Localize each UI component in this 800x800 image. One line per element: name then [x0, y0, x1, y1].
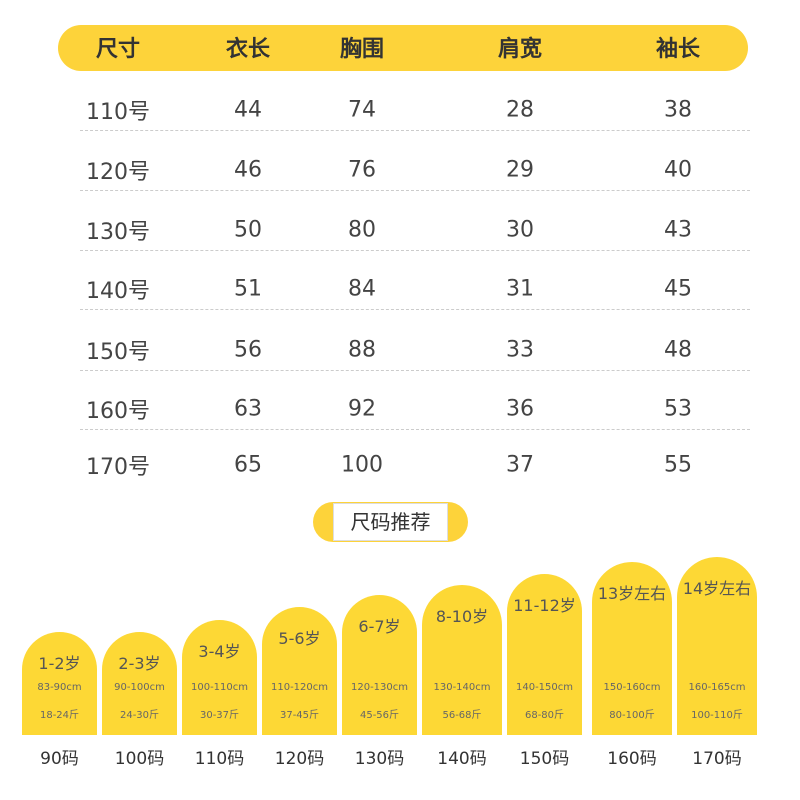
table-cell: 130号: [86, 220, 150, 245]
row-divider: [80, 309, 750, 310]
table-cell: 51: [234, 276, 262, 302]
card-height: 120-130cm: [350, 682, 409, 693]
size-card: 13岁左右 150-160cm 80-100斤: [592, 562, 672, 735]
card-weight: 45-56斤: [359, 710, 400, 721]
table-cell: 170号: [86, 455, 150, 480]
card-age: 11-12岁: [513, 596, 576, 615]
table-cell: 28: [506, 97, 534, 123]
table-cell: 48: [664, 337, 692, 363]
table-cell: 92: [348, 396, 376, 422]
table-cell: 63: [234, 396, 262, 422]
size-card: 5-6岁 110-120cm 37-45斤: [262, 607, 337, 735]
size-label: 170码: [692, 749, 742, 769]
table-cell: 45: [664, 276, 692, 302]
table-cell: 46: [234, 157, 262, 183]
card-age: 1-2岁: [38, 654, 81, 673]
card-height: 140-150cm: [515, 682, 574, 693]
table-cell: 44: [234, 97, 262, 123]
card-weight: 24-30斤: [119, 710, 160, 721]
card-weight: 30-37斤: [199, 710, 240, 721]
card-age: 8-10岁: [435, 607, 489, 626]
card-height: 160-165cm: [688, 682, 746, 693]
table-cell: 88: [348, 337, 376, 363]
table-cell: 30: [506, 217, 534, 243]
header-cell: 胸围: [339, 37, 385, 62]
table-cell: 65: [234, 452, 262, 478]
card-height: 83-90cm: [37, 682, 82, 693]
table-cell: 84: [348, 276, 376, 302]
card-height: 90-100cm: [114, 682, 165, 693]
table-cell: 33: [506, 337, 534, 363]
header-cell: 尺寸: [95, 37, 141, 62]
card-weight: 56-68斤: [442, 710, 482, 721]
table-cell: 150号: [86, 340, 150, 365]
table-cell: 43: [664, 217, 692, 243]
size-label: 110码: [194, 749, 245, 769]
size-card: 14岁左右 160-165cm 100-110斤: [677, 557, 757, 735]
card-height: 150-160cm: [603, 682, 661, 693]
size-label: 120码: [274, 749, 325, 769]
card-weight: 68-80斤: [524, 710, 565, 721]
table-cell: 40: [664, 157, 692, 183]
header-cell: 肩宽: [497, 37, 543, 62]
recommend-title: 尺码推荐: [333, 503, 448, 541]
table-cell: 55: [664, 452, 692, 478]
card-age: 14岁左右: [682, 579, 752, 598]
size-label: 160码: [607, 749, 657, 769]
card-weight: 100-110斤: [691, 710, 743, 721]
table-cell: 80: [348, 217, 376, 243]
card-age: 3-4岁: [198, 642, 241, 661]
card-weight: 80-100斤: [609, 710, 655, 721]
size-card: 8-10岁 130-140cm 56-68斤: [422, 585, 502, 735]
header-cell: 衣长: [225, 37, 271, 62]
table-cell: 120号: [86, 160, 150, 185]
header-bar: [58, 25, 748, 71]
table-cell: 74: [348, 97, 376, 123]
card-height: 110-120cm: [270, 682, 329, 693]
size-card: 11-12岁 140-150cm 68-80斤: [507, 574, 582, 735]
row-divider: [80, 250, 750, 251]
size-label: 130码: [354, 749, 405, 769]
card-weight: 37-45斤: [279, 710, 320, 721]
table-cell: 31: [506, 276, 534, 302]
table-cell: 76: [348, 157, 376, 183]
row-divider: [80, 130, 750, 131]
size-card: 2-3岁 90-100cm 24-30斤: [102, 632, 177, 735]
card-age: 2-3岁: [118, 654, 161, 673]
table-cell: 56: [234, 337, 262, 363]
table-cell: 53: [664, 396, 692, 422]
card-height: 100-110cm: [190, 682, 249, 693]
table-cell: 100: [341, 452, 383, 478]
card-weight: 18-24斤: [39, 710, 80, 721]
table-cell: 38: [664, 97, 692, 123]
card-age: 6-7岁: [358, 617, 401, 636]
table-cell: 110号: [86, 100, 150, 125]
card-age: 13岁左右: [597, 584, 667, 603]
header-cell: 袖长: [655, 37, 701, 62]
size-card: 3-4岁 100-110cm 30-37斤: [182, 620, 257, 735]
size-card: 1-2岁 83-90cm 18-24斤: [22, 632, 97, 735]
row-divider: [80, 190, 750, 191]
table-cell: 36: [506, 396, 534, 422]
table-cell: 140号: [86, 279, 150, 304]
size-label: 100码: [114, 749, 165, 769]
table-cell: 160号: [86, 399, 150, 424]
card-height: 130-140cm: [433, 682, 491, 693]
row-divider: [80, 429, 750, 430]
table-cell: 50: [234, 217, 262, 243]
size-card: 6-7岁 120-130cm 45-56斤: [342, 595, 417, 735]
table-cell: 29: [506, 157, 534, 183]
row-divider: [80, 370, 750, 371]
table-cell: 37: [506, 452, 534, 478]
card-age: 5-6岁: [278, 629, 321, 648]
size-label: 90码: [40, 749, 79, 769]
size-label: 140码: [437, 749, 487, 769]
size-label: 150码: [519, 749, 570, 769]
